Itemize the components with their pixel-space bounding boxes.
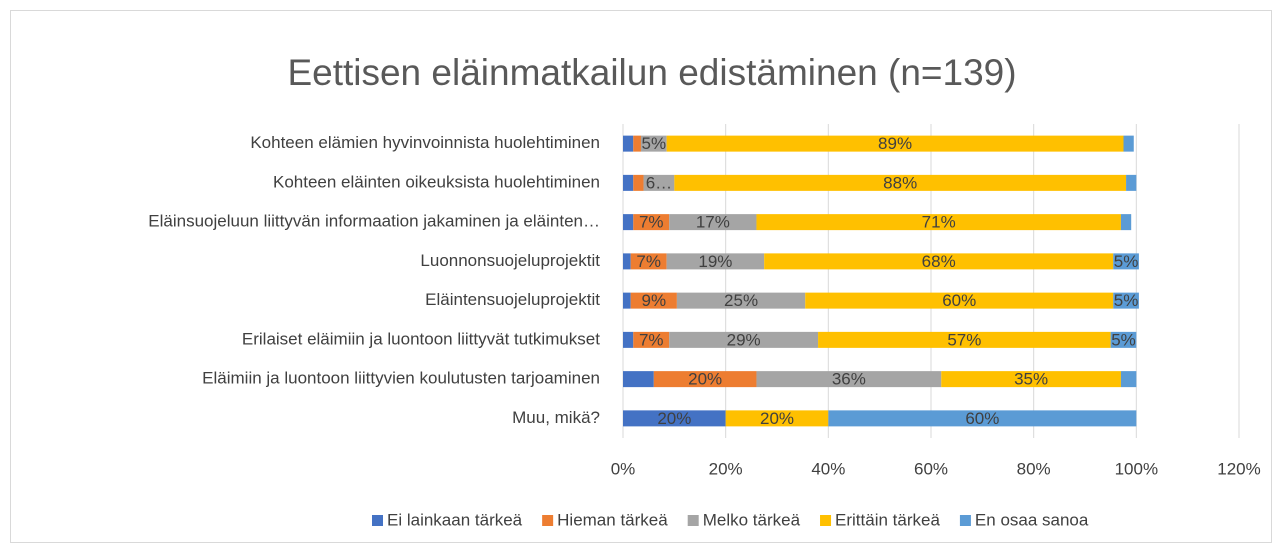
bar-segment: [623, 214, 634, 231]
data-label: 36%: [832, 370, 866, 389]
y-tick-label: Erilaiset eläimiin ja luontoon liittyvät…: [242, 329, 600, 348]
data-label: 5%: [1114, 291, 1139, 310]
data-label: 60%: [965, 409, 999, 428]
data-label: 5%: [1111, 330, 1136, 349]
x-tick-label: 80%: [1017, 459, 1051, 478]
y-tick-label: Kohteen elämien hyvinvoinnista huolehtim…: [250, 133, 600, 152]
bar-segment: [756, 214, 1121, 231]
bar-segment: [666, 135, 1124, 152]
bar-segment: [623, 371, 654, 388]
bar-segment: [633, 331, 670, 348]
data-label: 19%: [698, 252, 732, 271]
bar-segment: [828, 410, 1137, 427]
bar-segment: [669, 214, 757, 231]
y-tick-label: Luonnonsuojeluprojektit: [420, 251, 600, 270]
bar-segment: [623, 174, 634, 191]
bar-segment: [623, 292, 631, 309]
bar-segment: [630, 292, 677, 309]
legend-label: Melko tärkeä: [703, 510, 801, 529]
bar-segment: [666, 253, 765, 270]
data-label: 7%: [636, 252, 661, 271]
legend-swatch: [959, 515, 971, 526]
x-tick-label: 0%: [611, 459, 636, 478]
data-label: 35%: [1014, 370, 1048, 389]
legend-swatch: [542, 515, 554, 526]
x-tick-label: 100%: [1115, 459, 1158, 478]
bar-segment: [756, 371, 942, 388]
bar-segment: [1120, 371, 1137, 388]
data-label: 20%: [657, 409, 691, 428]
data-label: 68%: [922, 252, 956, 271]
bar-segment: [1120, 214, 1132, 231]
data-label: 29%: [727, 330, 761, 349]
chart-title: Eettisen eläinmatkailun edistäminen (n=1…: [287, 52, 1016, 93]
bar-segment: [725, 410, 829, 427]
y-tick-label: Eläintensuojeluprojektit: [425, 290, 600, 309]
data-label: 89%: [878, 134, 912, 153]
bar-segment: [1113, 253, 1139, 270]
data-label: 60%: [942, 291, 976, 310]
bar-segment: [623, 253, 631, 270]
data-label: 57%: [947, 330, 981, 349]
y-tick-label: Muu, mikä?: [512, 408, 600, 427]
y-tick-label: Eläinsuojeluun liittyvän informaation ja…: [148, 212, 600, 231]
bar-segment: [643, 174, 675, 191]
data-label: 71%: [922, 213, 956, 232]
bar-segment: [805, 292, 1114, 309]
bar-segment: [630, 253, 667, 270]
x-tick-label: 40%: [811, 459, 845, 478]
bar-segment: [640, 135, 667, 152]
bar-segment: [1110, 331, 1137, 348]
y-tick-label: Eläimiin ja luontoon liittyvien koulutus…: [202, 369, 600, 388]
legend-swatch: [372, 515, 383, 526]
bar-segment: [764, 253, 1114, 270]
data-label: 7%: [639, 213, 664, 232]
bar-segment: [633, 174, 644, 191]
data-label: 9%: [642, 291, 667, 310]
data-label: 5%: [642, 134, 667, 153]
data-label: 20%: [688, 370, 722, 389]
data-label: 20%: [760, 409, 794, 428]
bar-segment: [623, 410, 726, 427]
legend-swatch: [820, 515, 832, 526]
bar-segment: [674, 174, 1127, 191]
data-label: 25%: [724, 291, 758, 310]
bar-segment: [1113, 292, 1139, 309]
bar-segment: [623, 331, 634, 348]
bar-segment: [941, 371, 1121, 388]
bar-segment: [633, 135, 641, 152]
chart-border: [10, 10, 1272, 543]
data-label: 88%: [883, 173, 917, 192]
x-tick-label: 120%: [1217, 459, 1260, 478]
legend-label: En osaa sanoa: [975, 510, 1089, 529]
legend-label: Hieman tärkeä: [557, 510, 668, 529]
bar-segment: [818, 331, 1111, 348]
bar-segment: [633, 214, 670, 231]
bar-segment: [623, 135, 634, 152]
legend-swatch: [687, 515, 699, 526]
legend-label: Ei lainkaan tärkeä: [387, 510, 523, 529]
bar-segment: [653, 371, 757, 388]
legend-label: Erittäin tärkeä: [835, 510, 940, 529]
x-tick-label: 60%: [914, 459, 948, 478]
bar-segment: [669, 331, 819, 348]
data-label: 17%: [696, 213, 730, 232]
bar-segment: [1126, 174, 1137, 191]
data-label: 7%: [639, 330, 664, 349]
bar-segment: [676, 292, 806, 309]
data-label: 6…: [646, 173, 672, 192]
y-tick-label: Kohteen eläinten oikeuksista huolehtimin…: [273, 172, 600, 191]
x-tick-label: 20%: [709, 459, 743, 478]
bar-segment: [1123, 135, 1134, 152]
data-label: 5%: [1114, 252, 1139, 271]
